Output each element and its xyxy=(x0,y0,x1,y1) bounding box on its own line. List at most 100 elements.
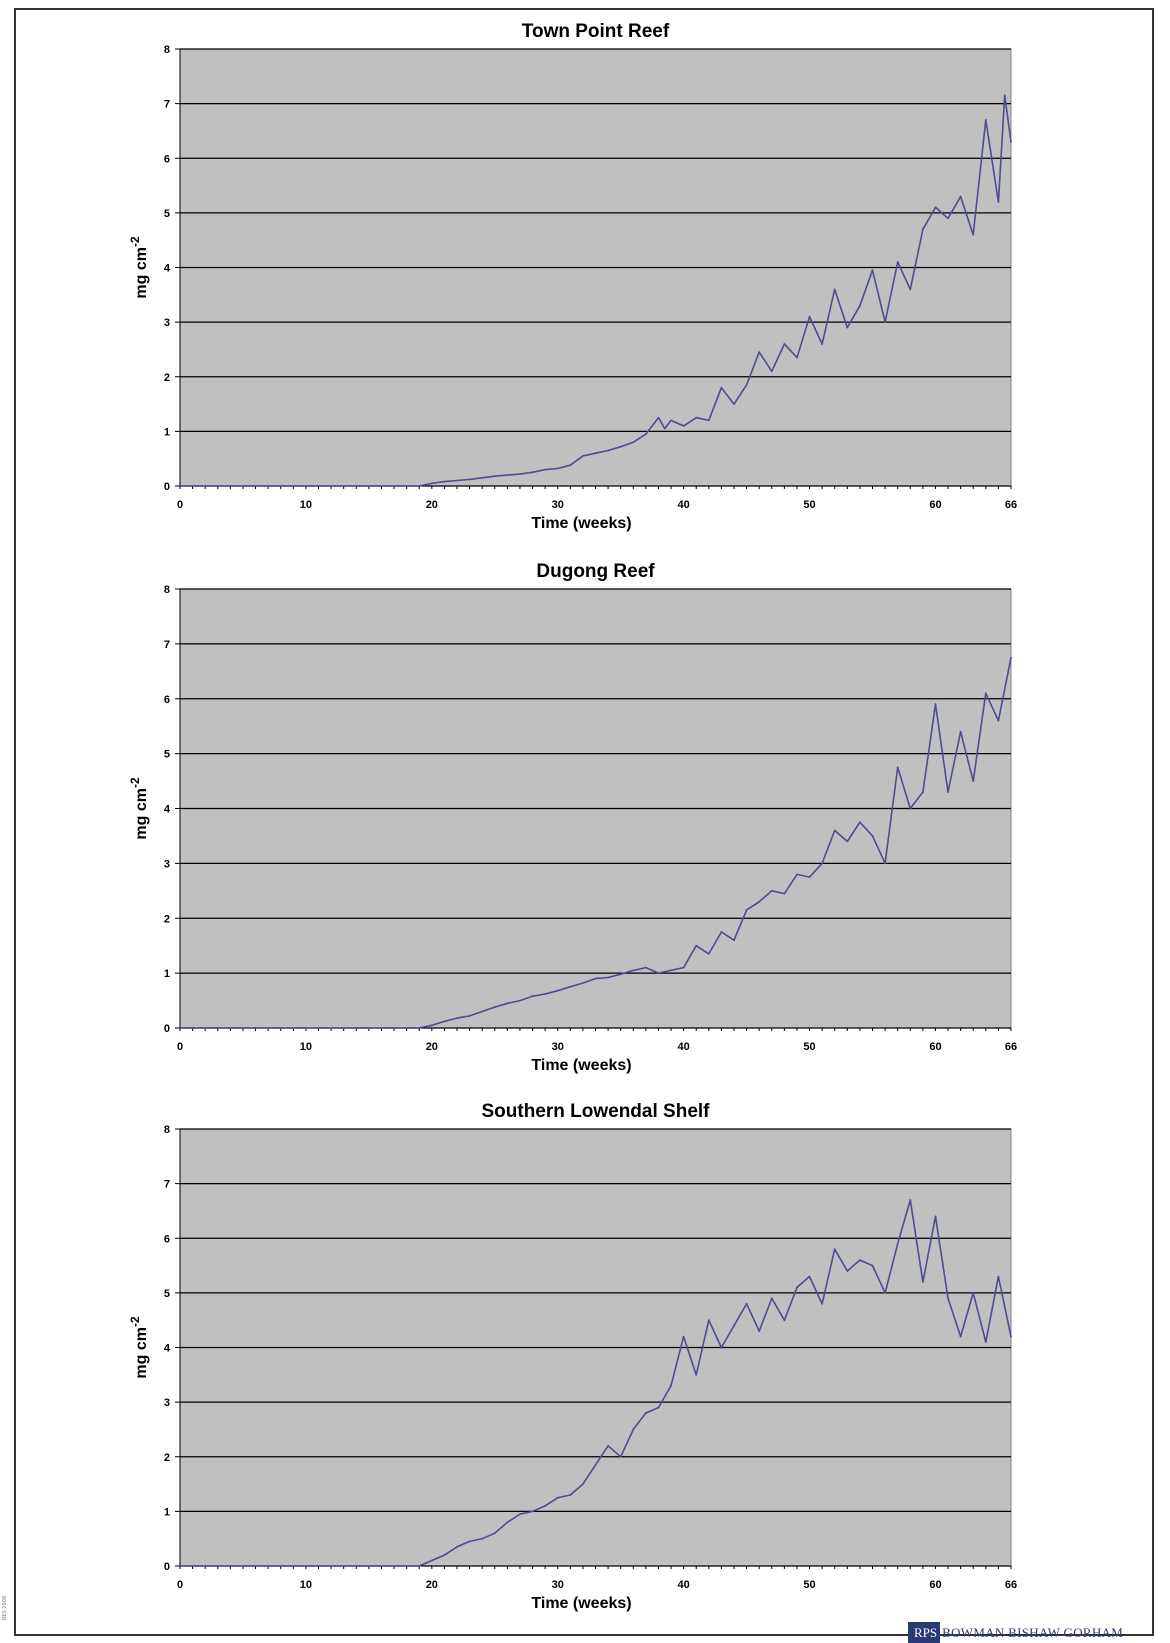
data-point xyxy=(859,1259,861,1261)
data-point xyxy=(519,999,521,1002)
data-point xyxy=(430,1559,433,1562)
data-point xyxy=(582,982,584,984)
y-tick-label: 3 xyxy=(164,858,170,870)
data-point xyxy=(695,944,698,947)
data-point xyxy=(481,1010,484,1013)
data-point xyxy=(871,269,874,272)
x-tick-label: 50 xyxy=(803,1041,815,1053)
data-point xyxy=(670,419,672,422)
data-point xyxy=(468,1540,471,1543)
data-point xyxy=(544,1505,546,1507)
data-point xyxy=(695,1373,698,1376)
side-code: RES 2008 xyxy=(2,1596,8,1621)
data-point xyxy=(833,288,836,291)
data-point xyxy=(430,1024,433,1027)
chart-1: Town Point Reef 0 1 2 3 4 5 6 7 8 0 10 20 30 40 50 60 66 T… xyxy=(128,21,1017,532)
data-point xyxy=(984,119,987,121)
x-axis-label: Time (weeks) xyxy=(531,1595,631,1612)
data-point xyxy=(607,449,609,452)
data-point xyxy=(934,703,937,706)
y-tick-label: 5 xyxy=(164,749,170,761)
data-point xyxy=(808,876,811,878)
data-point xyxy=(745,1302,748,1305)
data-point xyxy=(456,1017,458,1019)
data-point xyxy=(770,889,773,892)
data-point xyxy=(733,1324,735,1327)
y-tick-label: 4 xyxy=(164,804,171,816)
x-tick-label: 40 xyxy=(678,1579,690,1591)
x-tick-label: 20 xyxy=(426,1041,438,1053)
data-point xyxy=(922,1281,924,1283)
y-tick-label: 0 xyxy=(164,481,170,493)
x-tick-label: 60 xyxy=(929,499,941,511)
y-tick-label: 3 xyxy=(164,1397,170,1409)
x-axis-label: Time (weeks) xyxy=(531,515,631,532)
data-point xyxy=(745,909,748,911)
data-point xyxy=(997,201,1000,203)
data-point xyxy=(443,480,446,483)
data-point xyxy=(821,1302,823,1305)
data-point xyxy=(506,1521,509,1524)
data-point xyxy=(922,228,924,231)
data-point xyxy=(821,343,823,345)
chart-title: Dugong Reef xyxy=(536,561,655,582)
data-point xyxy=(770,370,773,373)
data-point xyxy=(607,1444,609,1447)
data-point xyxy=(947,217,949,220)
data-point xyxy=(846,326,849,329)
data-point xyxy=(1003,94,1006,97)
data-point xyxy=(758,351,761,354)
x-tick-label: 66 xyxy=(1005,1579,1017,1591)
data-point xyxy=(418,1027,421,1029)
data-point xyxy=(1010,656,1012,659)
data-point xyxy=(707,1319,710,1322)
data-point xyxy=(544,993,546,995)
data-point xyxy=(456,1546,458,1548)
data-point xyxy=(1010,141,1012,143)
data-point xyxy=(808,315,811,318)
data-point xyxy=(531,471,534,474)
x-tick-label: 30 xyxy=(552,1041,564,1053)
data-point xyxy=(984,1341,987,1343)
data-point xyxy=(645,966,647,969)
x-tick-label: 10 xyxy=(300,1579,312,1591)
data-point xyxy=(972,233,975,236)
data-point xyxy=(569,985,572,988)
data-point xyxy=(468,478,471,481)
y-tick-label: 5 xyxy=(164,1288,170,1300)
data-point xyxy=(506,1002,509,1005)
data-point xyxy=(972,780,975,782)
x-tick-label: 0 xyxy=(177,499,183,511)
data-point xyxy=(896,1242,899,1245)
y-tick-label: 0 xyxy=(164,1023,170,1035)
data-point xyxy=(531,995,534,998)
data-point xyxy=(670,1384,672,1387)
y-tick-label: 7 xyxy=(164,639,170,651)
x-tick-label: 20 xyxy=(426,1579,438,1591)
data-point xyxy=(959,1335,962,1338)
x-tick-label: 30 xyxy=(552,1579,564,1591)
chart-title: Southern Lowendal Shelf xyxy=(481,1101,710,1122)
data-point xyxy=(519,473,521,475)
data-point xyxy=(884,1292,886,1294)
data-point xyxy=(720,1346,723,1349)
data-point xyxy=(947,1297,949,1300)
y-tick-label: 1 xyxy=(164,1506,170,1518)
data-point xyxy=(682,966,685,969)
logo-mark: RPS xyxy=(908,1622,941,1643)
data-point xyxy=(997,1275,1000,1278)
y-tick-label: 1 xyxy=(164,968,170,980)
x-tick-label: 30 xyxy=(552,499,564,511)
data-point xyxy=(972,1292,975,1294)
y-tick-label: 2 xyxy=(164,913,170,925)
data-point xyxy=(808,1275,811,1278)
x-tick-label: 0 xyxy=(177,1579,183,1591)
data-point xyxy=(607,976,609,979)
data-point xyxy=(934,206,937,209)
data-point xyxy=(871,1264,874,1267)
data-point xyxy=(418,1565,421,1567)
y-tick-label: 7 xyxy=(164,1179,170,1191)
x-axis-label: Time (weeks) xyxy=(531,1057,631,1074)
y-tick-label: 6 xyxy=(164,694,170,706)
data-point xyxy=(821,862,823,865)
